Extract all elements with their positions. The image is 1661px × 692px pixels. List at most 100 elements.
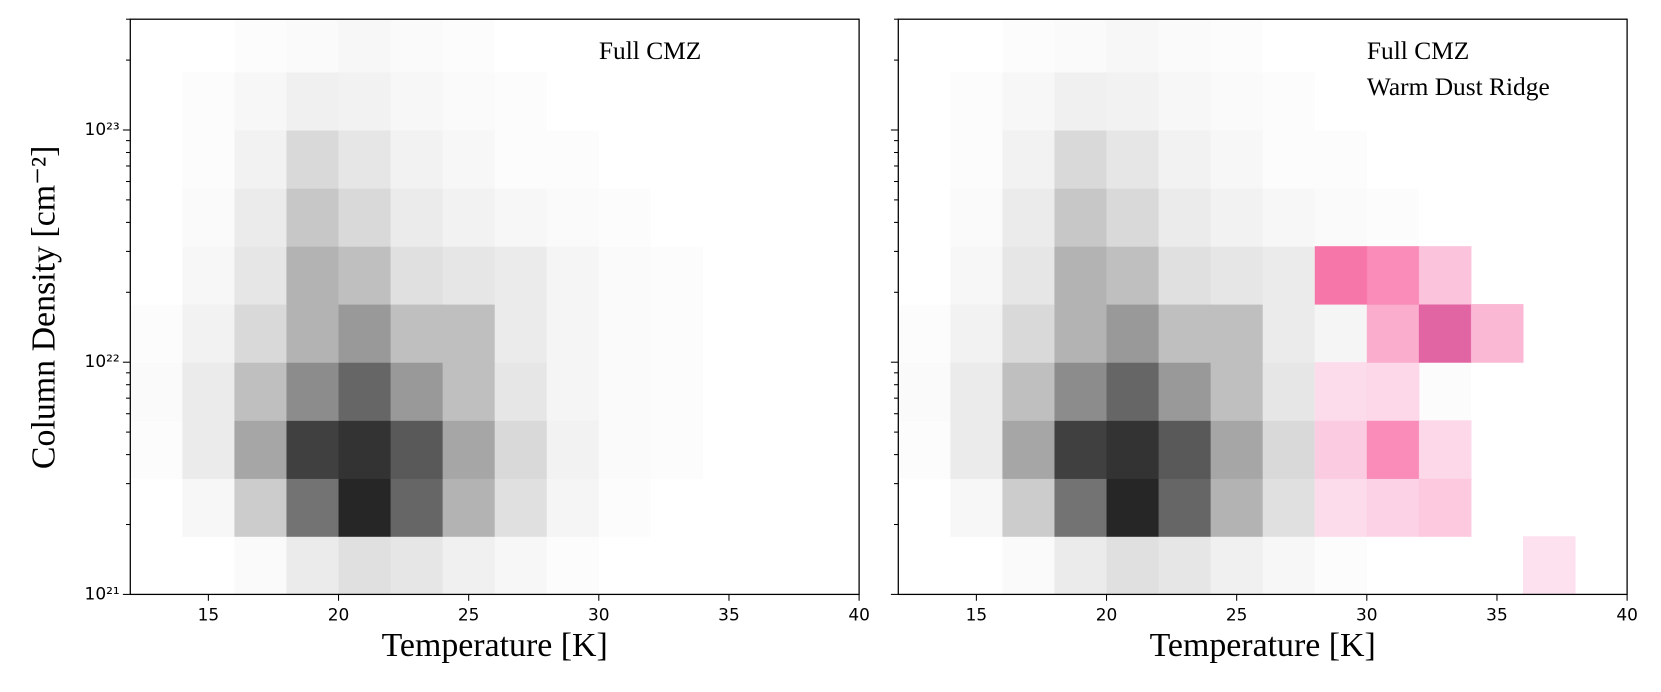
heatmap-cell bbox=[950, 188, 1003, 247]
x-tick-label: 40 bbox=[1616, 605, 1638, 625]
heatmap-cell bbox=[130, 246, 183, 305]
heatmap-cell bbox=[1263, 246, 1316, 304]
heatmap-cell bbox=[950, 19, 1003, 73]
heatmap-cell bbox=[1522, 536, 1576, 595]
heatmap-cell bbox=[598, 246, 652, 305]
heatmap-cell bbox=[494, 188, 548, 247]
heatmap-cell bbox=[1314, 246, 1368, 305]
heatmap-cell bbox=[807, 188, 860, 247]
heatmap-cell bbox=[1314, 478, 1368, 537]
heatmap-cell bbox=[1262, 304, 1316, 363]
heatmap-cell bbox=[650, 304, 704, 363]
heatmap-cell bbox=[1522, 420, 1576, 479]
heatmap-cell bbox=[390, 188, 444, 247]
x-tick-label: 15 bbox=[198, 605, 220, 625]
heatmap-cell bbox=[1523, 362, 1576, 421]
heatmap-cell bbox=[807, 19, 860, 73]
heatmap-cell bbox=[754, 71, 808, 131]
heatmap-cell bbox=[1471, 246, 1524, 304]
heatmap-cell bbox=[1419, 188, 1472, 247]
heatmap-cell bbox=[1314, 304, 1368, 363]
heatmap-cell bbox=[1575, 478, 1628, 537]
heatmap-cell bbox=[1262, 129, 1316, 189]
heatmap-cell bbox=[234, 188, 287, 247]
heatmap-cell bbox=[702, 478, 756, 537]
heatmap-cell bbox=[1315, 72, 1368, 131]
heatmap-cell bbox=[1522, 188, 1576, 247]
legend-label: Full CMZ bbox=[599, 37, 701, 65]
heatmap-cell bbox=[494, 246, 548, 305]
heatmap-cell bbox=[546, 304, 600, 363]
heatmap-cell bbox=[1002, 71, 1055, 131]
heatmap-cell bbox=[1211, 19, 1264, 72]
heatmap-cell bbox=[1159, 536, 1212, 595]
heatmap-cell bbox=[754, 129, 808, 189]
heatmap-cell bbox=[1107, 72, 1160, 131]
heatmap-cell bbox=[1159, 246, 1212, 304]
heatmap-cell bbox=[1418, 246, 1472, 305]
heatmap-cell bbox=[1366, 478, 1420, 537]
heatmap-cell bbox=[1315, 304, 1368, 363]
heatmap-cell bbox=[702, 71, 756, 131]
heatmap-cell bbox=[1418, 536, 1472, 595]
heatmap-cell bbox=[234, 304, 287, 363]
heatmap-cell bbox=[1418, 362, 1472, 421]
heatmap-cell bbox=[1159, 130, 1212, 189]
heatmap-cell bbox=[338, 304, 392, 363]
heatmap-cell bbox=[1262, 536, 1316, 595]
heatmap-cell bbox=[1314, 129, 1368, 189]
heatmap-cell bbox=[182, 304, 235, 363]
heatmap-cell bbox=[182, 478, 235, 537]
heatmap-cell bbox=[950, 246, 1003, 305]
heatmap-cell bbox=[390, 536, 444, 595]
heatmap-cell bbox=[754, 420, 808, 479]
heatmap-cell bbox=[1211, 478, 1264, 536]
heatmap-cell bbox=[754, 19, 808, 73]
heatmap-cell bbox=[1002, 246, 1055, 304]
heatmap-cell bbox=[807, 246, 860, 305]
heatmap-cell bbox=[950, 536, 1003, 595]
heatmap-cell bbox=[1418, 71, 1472, 131]
heatmap-cell bbox=[1315, 188, 1368, 247]
heatmap-cell bbox=[1106, 71, 1160, 131]
heatmap-cell bbox=[182, 71, 235, 131]
heatmap-cell bbox=[702, 19, 756, 73]
heatmap-cell bbox=[1418, 304, 1472, 363]
heatmap-cell bbox=[1106, 188, 1160, 247]
heatmap-cell bbox=[1211, 536, 1264, 595]
heatmap-cell bbox=[1107, 19, 1160, 72]
heatmap-cell bbox=[442, 19, 496, 73]
heatmap-cell bbox=[546, 478, 600, 537]
heatmap-cell bbox=[1523, 130, 1576, 189]
heatmap-cell bbox=[1211, 188, 1264, 247]
heatmap-cell bbox=[1366, 536, 1420, 595]
heatmap-cell bbox=[1262, 246, 1316, 305]
heatmap-cell bbox=[1054, 362, 1107, 421]
heatmap-cell bbox=[1471, 362, 1524, 421]
heatmap-cell bbox=[1418, 129, 1472, 189]
heatmap-cell bbox=[234, 420, 287, 479]
heatmap-cell bbox=[1314, 420, 1368, 479]
heatmap-cell bbox=[1054, 246, 1107, 304]
heatmap-cell bbox=[182, 19, 235, 73]
heatmap-cell bbox=[950, 478, 1003, 537]
heatmap-cell bbox=[1575, 19, 1628, 73]
plot-frame bbox=[897, 18, 1628, 596]
heatmap-cell bbox=[1522, 362, 1576, 421]
heatmap-cell bbox=[1419, 362, 1472, 421]
heatmap-cell bbox=[390, 420, 444, 479]
heatmap-cell bbox=[1366, 188, 1420, 247]
heatmap-cell bbox=[650, 362, 704, 421]
heatmap-cell bbox=[286, 129, 340, 189]
heatmap-cell bbox=[1419, 130, 1472, 189]
heatmap-cell bbox=[182, 129, 235, 189]
heatmap-cell bbox=[702, 362, 756, 421]
heatmap-cell bbox=[1470, 188, 1524, 247]
heatmap-cell bbox=[1054, 362, 1108, 421]
heatmap-cell bbox=[1575, 536, 1628, 595]
heatmap-cell bbox=[1315, 536, 1368, 595]
heatmap-cell bbox=[898, 246, 951, 305]
heatmap-cell bbox=[1575, 72, 1628, 131]
heatmap-cell bbox=[494, 129, 548, 189]
heatmap-cell bbox=[546, 362, 600, 421]
